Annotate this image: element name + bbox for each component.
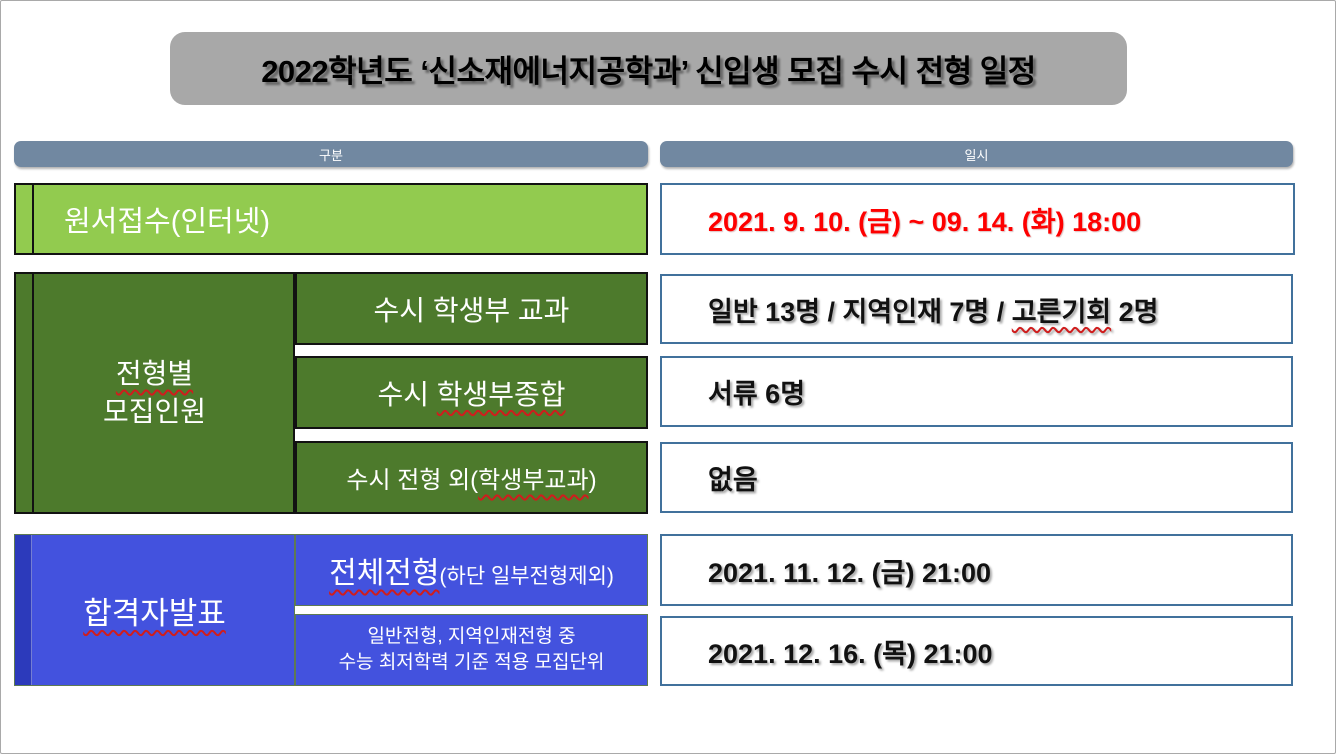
label-line2: 수능 최저학력 기준 적용 모집단위 [338,652,605,673]
announcement-row-label: 전체전형(하단 일부전형제외) [329,548,614,592]
column-header-datetime-label: 일시 [964,147,989,163]
quota-value: 서류 6명 [708,379,806,409]
quota-row-label: 수시 전형 외(학생부교과) [346,460,596,495]
label-line1: 일반전형, 지역인재전형 중 [367,626,576,648]
announcement-group-label-cell: 합격자발표 [14,534,295,686]
quota-row-susi-gyogwa-value: 일반 13명 / 지역인재 7명 / 고른기회 2명 [660,274,1293,344]
quota-group-label-line1: 전형별 [115,358,194,390]
accent-strip [15,535,32,685]
quota-group: 전형별 모집인원 수시 학생부 교과 수시 학생부종합 수시 전형 외(학생부교… [14,272,648,514]
label-note: (하단 일부전형제외) [439,565,614,588]
label-wavy: 학생부종합 [436,378,566,410]
announcement-row-csat-value: 2021. 12. 16. (목) 21:00 [660,616,1293,686]
quota-row-label: 수시 학생부 교과 [373,294,570,326]
announcement-row-all-value: 2021. 11. 12. (금) 21:00 [660,534,1293,606]
label-wavy: 학생부교과 [478,467,589,494]
accent-strip-divider [32,274,34,512]
accent-strip-divider [32,185,34,253]
announcement-row-all-label: 전체전형(하단 일부전형제외) [295,534,648,606]
quota-group-label-cell: 전형별 모집인원 [14,272,295,514]
announcement-date: 2021. 11. 12. (금) 21:00 [708,557,992,588]
row-application-category: 원서접수(인터넷) [14,183,648,255]
value-prefix: 일반 13명 / 지역인재 7명 / [708,296,1012,327]
quota-row-other-value: 없음 [660,442,1293,513]
value-wavy: 고른기회 [1011,296,1112,327]
row-application-value: 2021. 9. 10. (금) ~ 09. 14. (화) 18:00 [660,183,1295,255]
quota-group-label-line2: 모집인원 [102,396,207,427]
quota-value: 없음 [708,465,758,495]
label-prefix: 수시 [377,378,437,410]
quota-row-other-label: 수시 전형 외(학생부교과) [295,441,648,514]
label-main: 전체전형 [329,557,440,590]
quota-row-jonghap-label: 수시 학생부종합 [295,356,648,429]
announcement-date: 2021. 12. 16. (목) 21:00 [708,638,993,669]
application-label: 원서접수(인터넷) [64,206,271,238]
label-prefix: 수시 전형 외( [346,467,479,494]
column-header-datetime: 일시 [660,141,1293,167]
announcement-group-label: 합격자발표 [83,595,226,631]
label-suffix: ) [588,467,597,494]
column-header-category: 구분 [14,141,648,167]
column-header-category-label: 구분 [319,147,343,163]
quota-row-susi-gyogwa-label: 수시 학생부 교과 [295,272,648,345]
quota-row-jonghap-value: 서류 6명 [660,356,1293,427]
value-suffix: 2명 [1111,296,1159,327]
quota-row-label: 수시 학생부종합 [377,373,565,413]
quota-value: 일반 13명 / 지역인재 7명 / 고른기회 2명 [708,290,1159,329]
page-title: 2022학년도 ‘신소재에너지공학과’ 신입생 모집 수시 전형 일정 [261,54,1036,89]
application-period-value: 2021. 9. 10. (금) ~ 09. 14. (화) 18:00 [708,206,1142,237]
title-bar: 2022학년도 ‘신소재에너지공학과’ 신입생 모집 수시 전형 일정 [170,32,1127,105]
